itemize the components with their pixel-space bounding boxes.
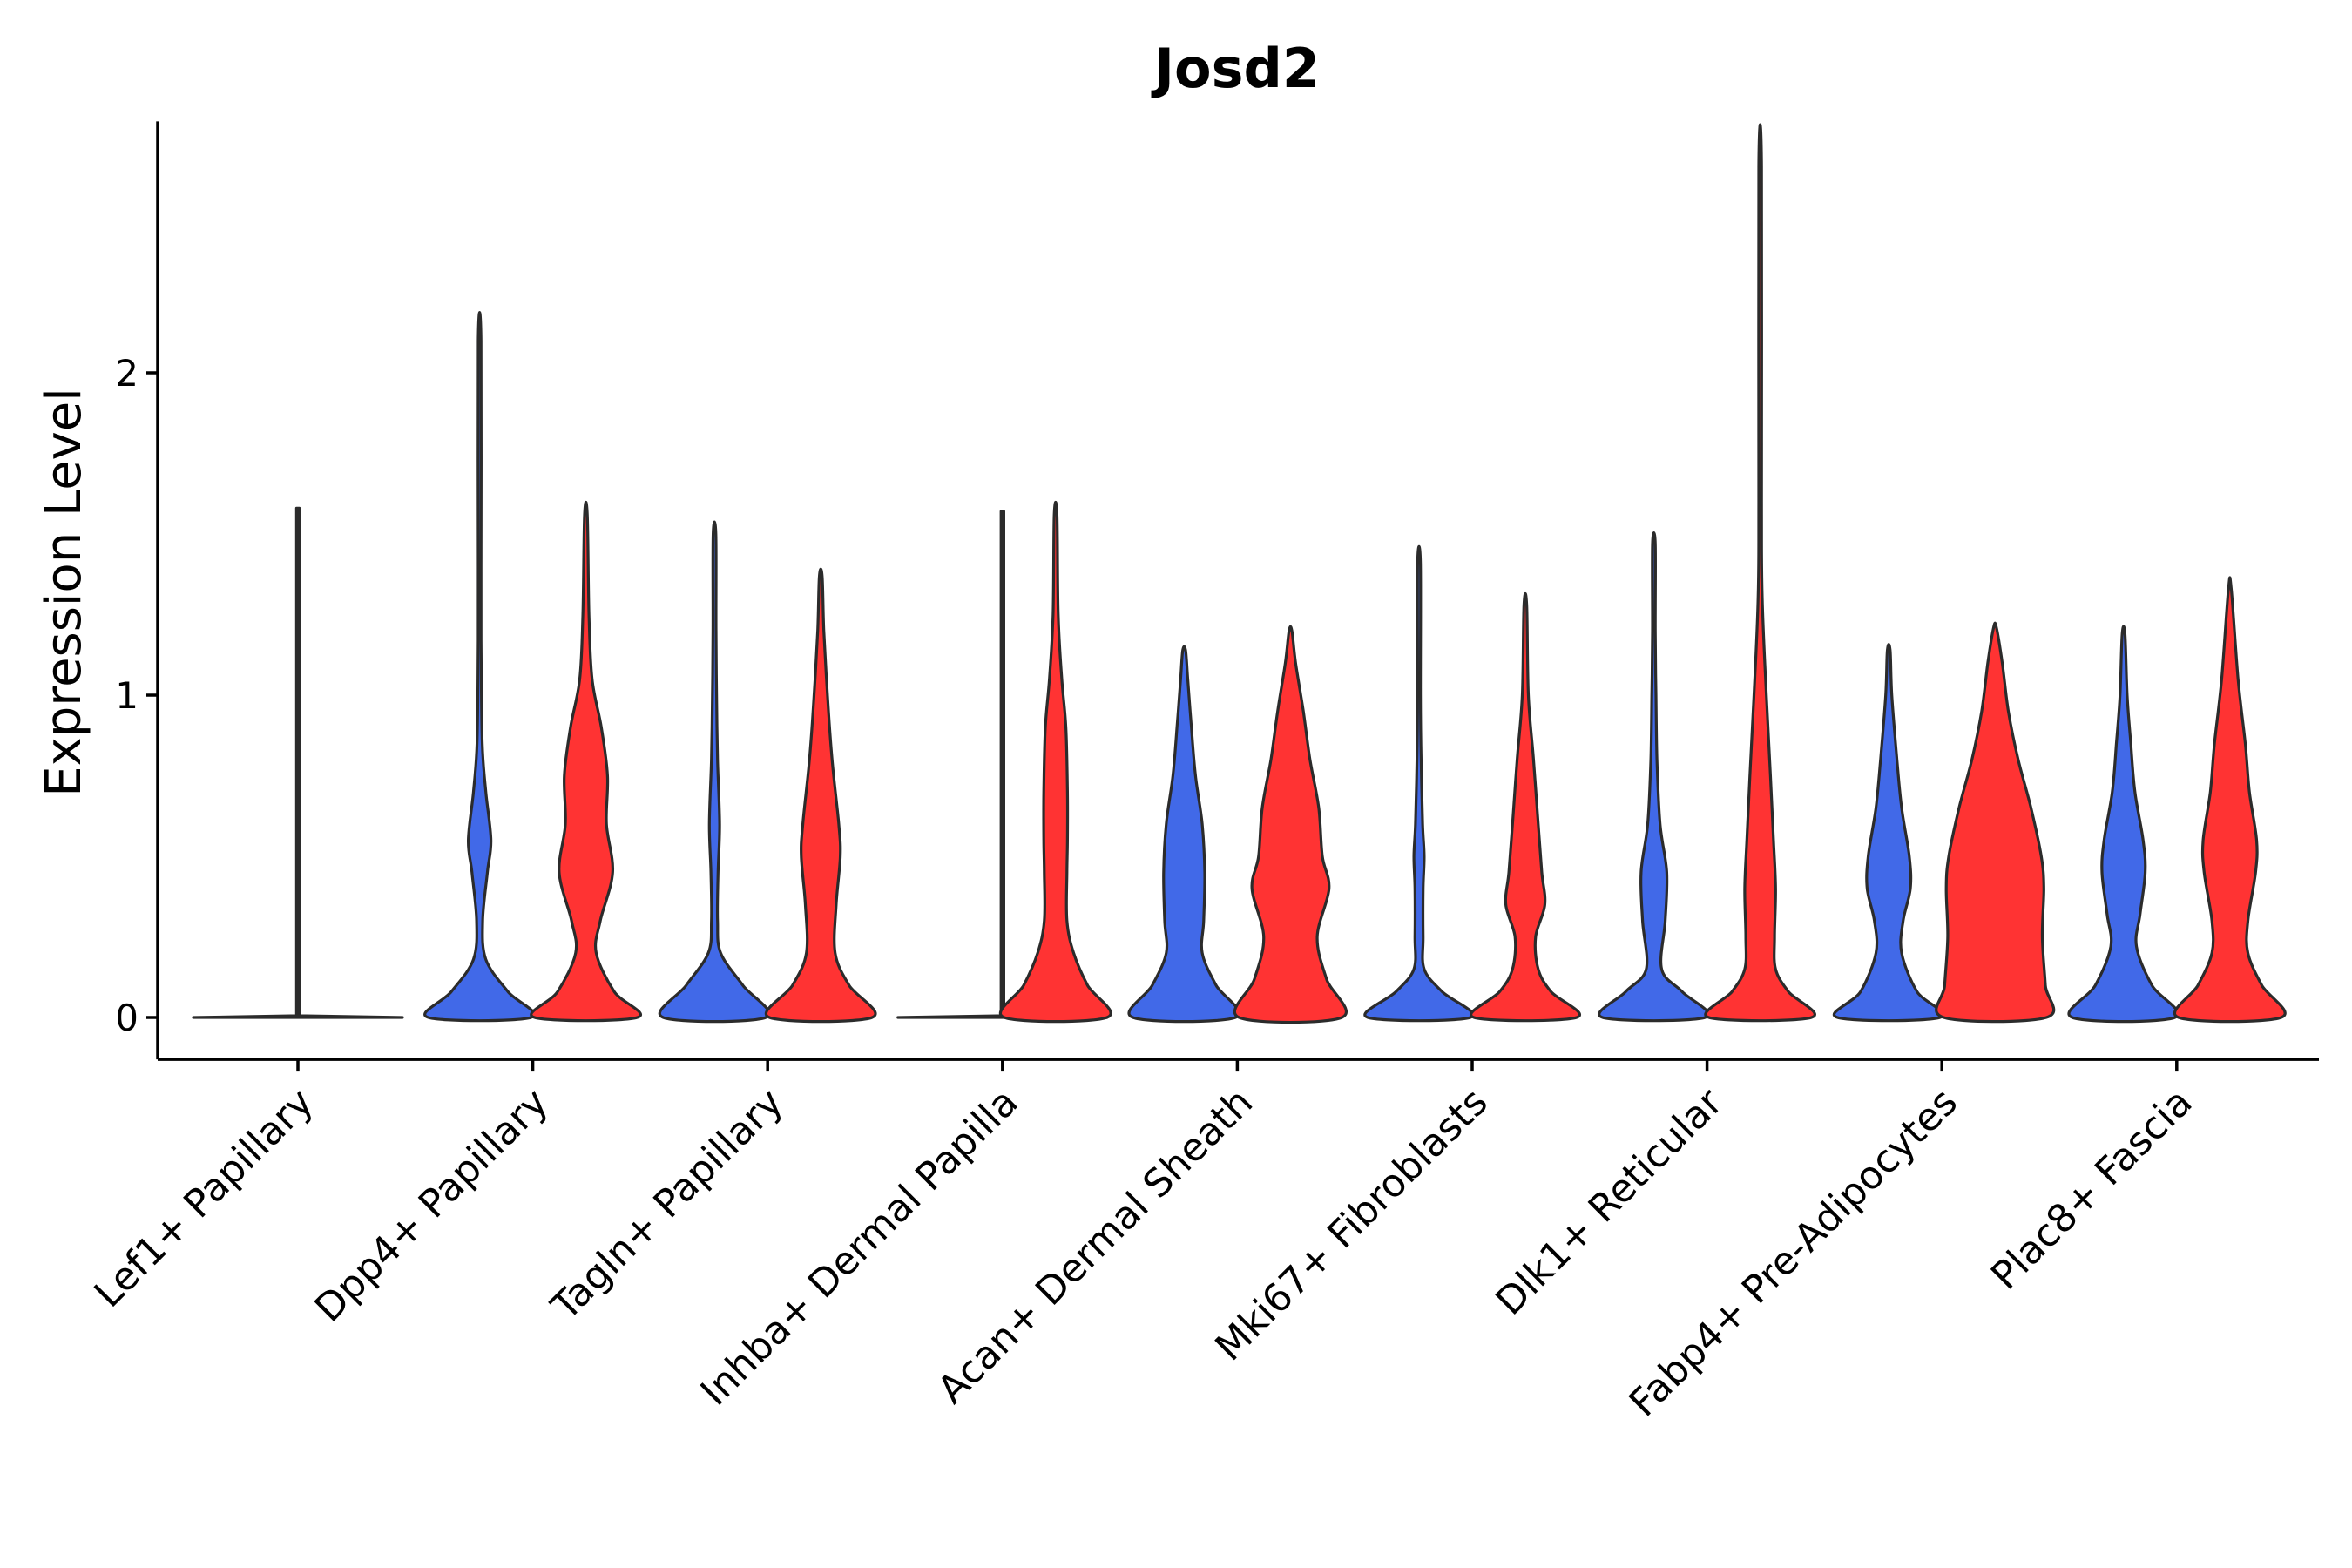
violin-3-2 <box>765 567 877 1024</box>
violin-6-1 <box>1363 544 1475 1023</box>
violin-8-1 <box>1832 643 1945 1023</box>
x-tick-label: Dpp4+ Papillary <box>307 1080 558 1331</box>
x-tick-label: Mki67+ Fibroblasts <box>1206 1080 1496 1369</box>
y-tick-label: 2 <box>115 352 139 395</box>
violin-4-2 <box>998 500 1112 1024</box>
violin-1-1 <box>192 506 404 1019</box>
y-tick-label: 1 <box>115 674 139 717</box>
y-axis-label: Expression Level <box>36 388 92 797</box>
x-tick-label: Lef1+ Papillary <box>86 1080 322 1316</box>
x-tick-label: Tagln+ Papillary <box>543 1080 792 1329</box>
chart-title: Josd2 <box>1151 37 1320 100</box>
violin-8-2 <box>1935 621 2056 1024</box>
violin-2-2 <box>530 500 642 1023</box>
y-tick-label: 0 <box>115 997 139 1039</box>
violin-9-2 <box>2173 576 2287 1024</box>
violin-7-2 <box>1704 123 1816 1023</box>
x-tick-label: Plac8+ Fascia <box>1983 1080 2201 1299</box>
x-tick-label: Dlk1+ Reticular <box>1487 1079 1732 1324</box>
violin-4-1 <box>896 510 1109 1019</box>
violin-5-2 <box>1233 625 1348 1024</box>
violin-7-1 <box>1598 531 1710 1023</box>
violin-3-1 <box>658 520 771 1024</box>
violin-2-1 <box>423 311 536 1023</box>
violin-6-2 <box>1470 591 1581 1023</box>
violin-9-1 <box>2067 625 2180 1024</box>
violins-layer <box>192 123 2287 1024</box>
violin-5-1 <box>1127 645 1241 1024</box>
